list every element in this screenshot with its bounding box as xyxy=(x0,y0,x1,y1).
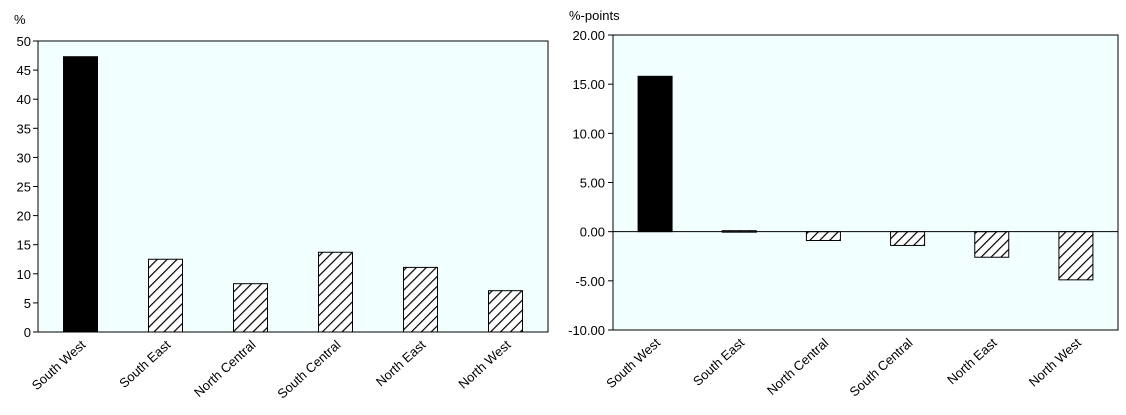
bar-right-south-central xyxy=(890,231,926,246)
bar-right-north-west xyxy=(1058,231,1094,281)
category-label-right-north-west: North West xyxy=(1026,335,1084,390)
y-tick-label-right: 0.00 xyxy=(580,225,605,240)
y-tick-label-left: 50 xyxy=(17,34,31,49)
category-label-right-south-central: South Central xyxy=(846,335,915,399)
y-tick-label-left: 15 xyxy=(17,238,31,253)
plot-area-left xyxy=(37,40,549,333)
y-tick-label-left: 40 xyxy=(17,92,31,107)
bars-left xyxy=(63,56,523,333)
y-tick-label-right: 15.00 xyxy=(572,77,605,92)
y-tick-label-left: 25 xyxy=(17,180,31,195)
category-label-left-south-central: South Central xyxy=(274,337,343,401)
category-label-left-north-central: North Central xyxy=(191,337,259,400)
bar-right-north-central xyxy=(805,231,841,242)
category-label-left-south-east: South East xyxy=(116,337,174,391)
chart-left: % 0 5 10 15 20 25 30 35 40 45 50 South West South E… xyxy=(14,12,549,402)
category-label-right-north-east: North East xyxy=(944,335,1000,388)
y-tick-label-left: 35 xyxy=(17,121,31,136)
bar-left-south-central xyxy=(318,251,353,333)
y-tick-label-left: 5 xyxy=(24,296,31,311)
bar-right-south-west xyxy=(637,75,673,233)
bar-left-south-east xyxy=(148,258,183,333)
plot-area-right xyxy=(612,34,1119,331)
bar-left-north-west xyxy=(488,290,523,333)
y-tick-label-left: 45 xyxy=(17,63,31,78)
y-tick-label-right: 5.00 xyxy=(580,176,605,191)
category-labels-left: South West South East North Central South C… xyxy=(29,337,514,402)
y-tick-label-right: -10.00 xyxy=(568,323,605,338)
y-tick-label-left: 0 xyxy=(24,325,31,340)
category-label-left-north-east: North East xyxy=(373,337,429,390)
chart-right: %-points -10.00 -5.00 0.00 5.00 10.00 15.00 20… xyxy=(568,8,1119,400)
y-tick-label-left: 20 xyxy=(17,209,31,224)
bar-left-north-east xyxy=(403,266,438,333)
y-tick-label-left: 10 xyxy=(17,267,31,282)
y-tick-label-right: 20.00 xyxy=(572,28,605,43)
y-axis-unit-right: %-points xyxy=(569,8,620,23)
y-ticks-left: 0 5 10 15 20 25 30 35 40 45 50 xyxy=(17,34,38,340)
category-label-left-north-west: North West xyxy=(455,337,513,392)
category-labels-right: South West South East North Central South C… xyxy=(603,335,1084,400)
category-label-right-south-east: South East xyxy=(690,335,748,389)
category-label-right-south-west: South West xyxy=(603,335,663,391)
category-label-left-south-west: South West xyxy=(29,337,89,393)
bar-left-south-west xyxy=(63,56,98,333)
category-label-right-north-central: North Central xyxy=(764,335,832,398)
bar-left-north-central xyxy=(233,283,268,333)
bar-right-north-east xyxy=(974,231,1010,258)
y-tick-label-left: 30 xyxy=(17,150,31,165)
y-ticks-right: -10.00 -5.00 0.00 5.00 10.00 15.00 20.00 xyxy=(568,28,613,338)
y-axis-unit-left: % xyxy=(14,12,26,27)
y-tick-label-right: -5.00 xyxy=(575,274,605,289)
y-tick-label-right: 10.00 xyxy=(572,126,605,141)
